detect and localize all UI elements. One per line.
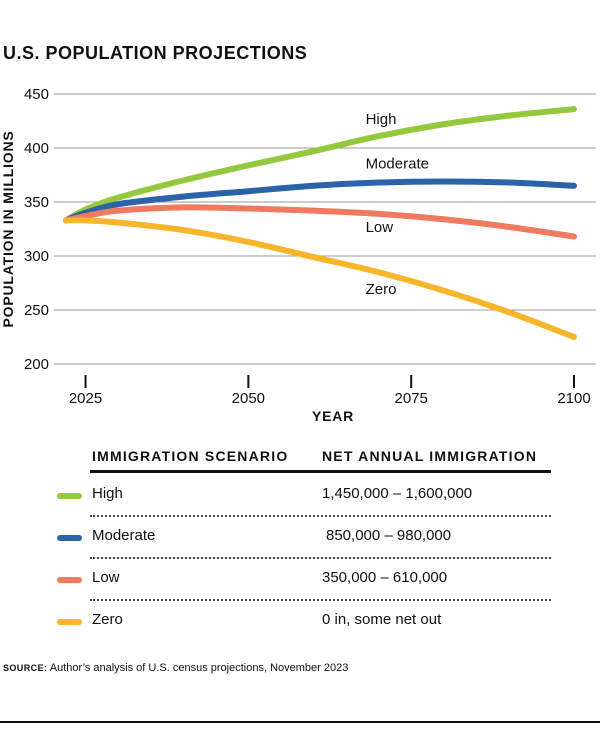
- line-annotations: High Moderate Low Zero: [366, 111, 429, 298]
- series-lines: [63, 106, 577, 340]
- source-label: SOURCE:: [3, 663, 48, 673]
- x-tick-label: 2075: [394, 390, 427, 407]
- source-note: SOURCE: Author’s analysis of U.S. census…: [3, 662, 348, 674]
- series-label-zero: Zero: [366, 281, 397, 298]
- y-tick-label: 350: [24, 194, 49, 211]
- y-tick-label: 250: [24, 302, 49, 319]
- legend-name: High: [92, 485, 123, 502]
- legend-swatch-zero: [57, 619, 82, 625]
- y-tick-labels: 200 250 300 350 400 450: [24, 86, 49, 373]
- legend-value: 850,000 – 980,000: [326, 527, 452, 544]
- series-label-low: Low: [366, 219, 394, 236]
- legend-value: 0 in, some net out: [322, 611, 442, 628]
- chart-title: U.S. POPULATION PROJECTIONS: [3, 43, 308, 63]
- legend-header-immigration: NET ANNUAL IMMIGRATION: [322, 448, 538, 464]
- y-tick-label: 300: [24, 248, 49, 265]
- source-text: Author’s analysis of U.S. census project…: [49, 662, 349, 674]
- series-line-high: [63, 106, 577, 224]
- series-line-low: [63, 204, 577, 240]
- series-label-high: High: [366, 111, 397, 128]
- legend-swatch-moderate: [57, 535, 82, 541]
- legend-header-rule: [90, 470, 551, 473]
- series-label-moderate: Moderate: [366, 156, 429, 173]
- legend-name: Moderate: [92, 527, 156, 544]
- y-tick-label: 200: [24, 356, 49, 373]
- legend-name: Low: [92, 569, 120, 586]
- legend-swatch-low: [57, 577, 82, 583]
- legend-row-moderate: Moderate 850,000 – 980,000: [0, 524, 600, 566]
- dotted-divider: [90, 515, 551, 517]
- legend-row-zero: Zero 0 in, some net out: [0, 608, 600, 650]
- legend-name: Zero: [92, 611, 123, 628]
- y-tick-label: 450: [24, 86, 49, 103]
- series-line-moderate: [63, 178, 577, 224]
- x-tick-label: 2100: [557, 390, 590, 407]
- bottom-rule: [0, 721, 600, 723]
- x-axis-label: YEAR: [312, 408, 354, 424]
- dotted-divider: [90, 599, 551, 601]
- legend-header-scenario: IMMIGRATION SCENARIO: [92, 448, 289, 464]
- x-tick-label: 2025: [69, 390, 102, 407]
- series-line-zero: [63, 217, 577, 340]
- line-chart: 200 250 300 350 400 450 2025 2050 2075 2100 High…: [0, 86, 596, 424]
- dotted-divider: [90, 557, 551, 559]
- legend-value: 350,000 – 610,000: [322, 569, 448, 586]
- legend-row-low: Low 350,000 – 610,000: [0, 566, 600, 608]
- y-axis-label: POPULATION IN MILLIONS: [0, 130, 16, 327]
- legend-row-high: High 1,450,000 – 1,600,000: [0, 482, 600, 524]
- x-tick-label: 2050: [232, 390, 265, 407]
- y-tick-label: 400: [24, 140, 49, 157]
- legend-swatch-high: [57, 493, 82, 499]
- legend-value: 1,450,000 – 1,600,000: [322, 485, 473, 502]
- x-axis-ticks: 2025 2050 2075 2100: [69, 375, 591, 407]
